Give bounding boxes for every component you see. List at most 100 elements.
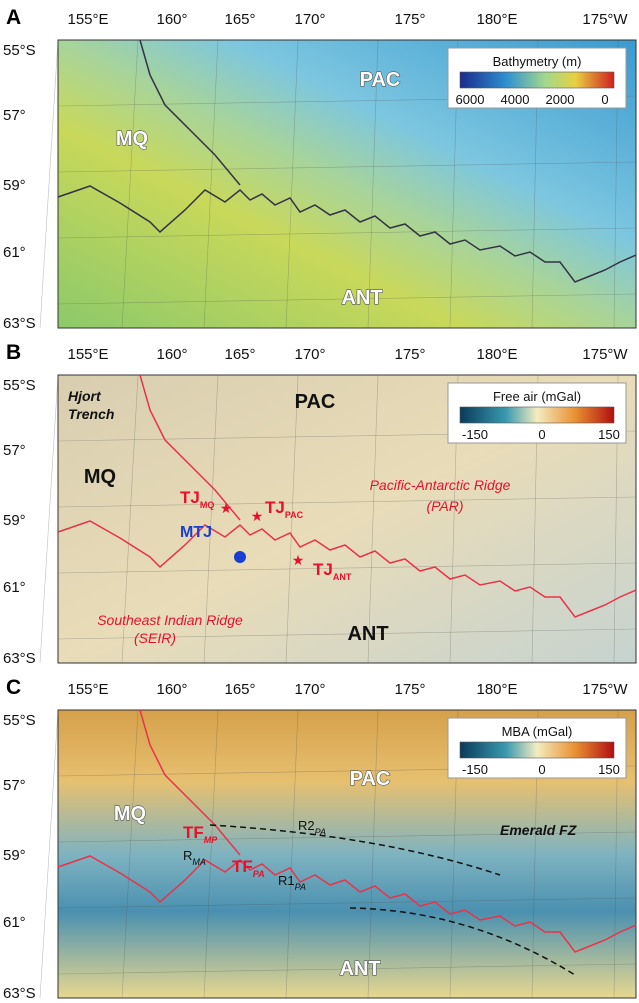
triple-junction: [234, 551, 246, 563]
latitude-label: 57°: [3, 107, 26, 124]
longitude-label: 155°E: [67, 681, 108, 698]
label-text: Pacific-Antarctic Ridge: [370, 477, 511, 493]
latitude-label: 61°: [3, 244, 26, 261]
label-text: PAC: [295, 391, 336, 413]
label-text: TJ: [180, 488, 200, 507]
label-subscript: MQ: [200, 500, 215, 510]
colorbar-tick-label: 6000: [456, 92, 485, 107]
label-subscript: MA: [192, 857, 206, 867]
longitude-label: 165°: [224, 681, 255, 698]
map-label: ANT: [347, 623, 388, 645]
panel-letter: A: [6, 6, 21, 29]
longitude-label: 180°E: [476, 346, 517, 363]
colorbar-scale: [460, 407, 614, 423]
colorbar-title: Bathymetry (m): [493, 54, 582, 69]
latitude-label: 57°: [3, 777, 26, 794]
label-text: Southeast Indian Ridge: [97, 612, 243, 628]
longitude-label: 170°: [294, 346, 325, 363]
longitude-label: 160°: [156, 346, 187, 363]
longitude-label: 180°E: [476, 11, 517, 28]
figure: A155°E160°165°170°175°180°E175°W55°S57°5…: [0, 0, 639, 1003]
label-text: MQ: [116, 128, 148, 150]
colorbar-title: MBA (mGal): [502, 724, 573, 739]
label-text: MQ: [114, 803, 146, 825]
colorbar-tick-label: -150: [462, 762, 488, 777]
longitude-label: 175°W: [582, 681, 628, 698]
label-text: ANT: [339, 958, 380, 980]
map-label: Trench: [68, 406, 114, 422]
panel: A155°E160°165°170°175°180°E175°W55°S57°5…: [3, 6, 636, 332]
label-text: TJ: [265, 498, 285, 517]
longitude-label: 180°E: [476, 681, 517, 698]
label-text: (PAR): [426, 498, 463, 514]
graticule: [40, 710, 58, 998]
latitude-label: 63°S: [3, 985, 36, 1002]
label-text: ANT: [347, 623, 388, 645]
map-label: ANT: [339, 958, 380, 980]
colorbar-tick-label: 150: [598, 427, 620, 442]
colorbar-scale: [460, 742, 614, 758]
label-text: TF: [232, 857, 253, 876]
colorbar-tick-label: -150: [462, 427, 488, 442]
map-label: Hjort: [68, 388, 102, 404]
latitude-label: 59°: [3, 847, 26, 864]
longitude-label: 170°: [294, 681, 325, 698]
graticule: [40, 40, 58, 328]
colorbar-tick-label: 2000: [546, 92, 575, 107]
colorbar-scale: [460, 72, 614, 88]
star-marker: ★: [220, 500, 233, 516]
label-text: TF: [183, 823, 204, 842]
map-label: (PAR): [426, 498, 463, 514]
label-text: PAC: [350, 768, 391, 790]
longitude-label: 165°: [224, 346, 255, 363]
label-text: TJ: [313, 560, 333, 579]
label-text: Emerald FZ: [500, 822, 577, 838]
map-label: PAC: [350, 768, 391, 790]
graticule: [40, 375, 58, 663]
panel-letter: C: [6, 676, 21, 699]
label-subscript: PAC: [285, 510, 304, 520]
latitude-label: 59°: [3, 512, 26, 529]
label-text: (SEIR): [134, 630, 176, 646]
latitude-label: 55°S: [3, 377, 36, 394]
longitude-label: 160°: [156, 11, 187, 28]
colorbar-tick-label: 4000: [501, 92, 530, 107]
label-text: PAC: [360, 69, 401, 91]
latitude-label: 57°: [3, 442, 26, 459]
map-label: MQ: [116, 128, 148, 150]
latitude-label: 59°: [3, 177, 26, 194]
colorbar: Bathymetry (m) 6000 4000 2000 0: [448, 48, 626, 108]
label-subscript: PA: [253, 869, 265, 879]
label-text: R: [183, 848, 192, 863]
longitude-label: 175°W: [582, 11, 628, 28]
colorbar-tick-label: 0: [601, 92, 608, 107]
map-label: MQ: [114, 803, 146, 825]
longitude-label: 155°E: [67, 11, 108, 28]
map-label: Pacific-Antarctic Ridge: [370, 477, 511, 493]
map-label: MTJ: [180, 524, 212, 541]
latitude-label: 61°: [3, 579, 26, 596]
colorbar-tick-label: 0: [538, 427, 545, 442]
longitude-label: 155°E: [67, 346, 108, 363]
colorbar-tick-label: 150: [598, 762, 620, 777]
latitude-label: 63°S: [3, 315, 36, 332]
label-text: R1: [278, 873, 295, 888]
label-subscript: PA: [315, 827, 326, 837]
colorbar: Free air (mGal) -150 0 150: [448, 383, 626, 443]
map-label: Southeast Indian Ridge: [97, 612, 243, 628]
latitude-label: 61°: [3, 914, 26, 931]
colorbar-title: Free air (mGal): [493, 389, 581, 404]
longitude-label: 160°: [156, 681, 187, 698]
colorbar-tick-label: 0: [538, 762, 545, 777]
star-marker: ★: [251, 508, 264, 524]
colorbar: MBA (mGal) -150 0 150: [448, 718, 626, 778]
longitude-label: 175°W: [582, 346, 628, 363]
label-text: ANT: [341, 287, 382, 309]
label-subscript: ANT: [333, 572, 352, 582]
map-label: MQ: [84, 466, 116, 488]
map-label: ANT: [341, 287, 382, 309]
longitude-label: 165°: [224, 11, 255, 28]
map-label: PAC: [295, 391, 336, 413]
